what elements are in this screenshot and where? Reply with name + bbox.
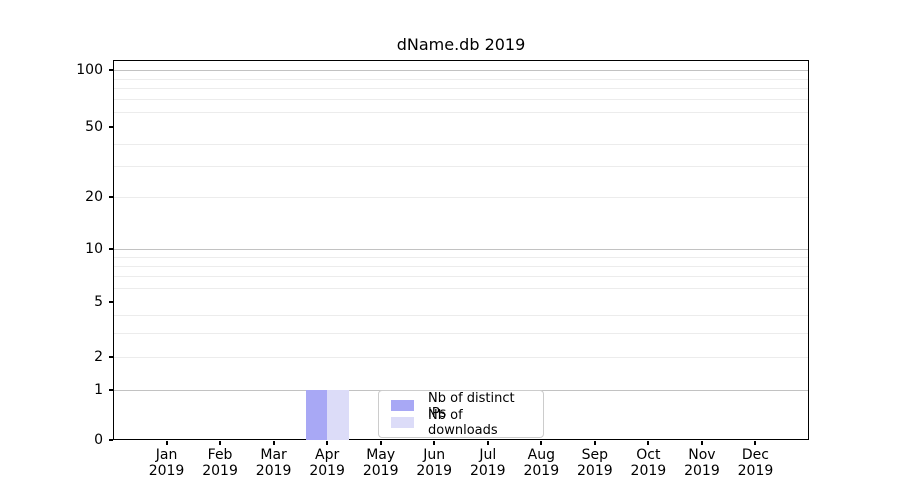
bar-nb-of-distinct-ips-apr-2019: [305, 390, 328, 440]
x-tick-label: Jul 2019: [469, 447, 506, 479]
gridline-minor: [114, 78, 808, 80]
chart-title: dName.db 2019: [396, 35, 526, 54]
y-tick-label: 50: [85, 119, 103, 135]
x-tick-label: Sep 2019: [577, 447, 613, 479]
x-tick-label: May 2019: [362, 447, 399, 479]
legend: Nb of distinct IPs Nb of downloads: [378, 390, 544, 438]
x-tick-mark: [165, 441, 168, 445]
x-tick-mark: [272, 441, 275, 445]
x-tick-label: Nov 2019: [684, 447, 720, 479]
x-tick-label: Oct 2019: [630, 447, 667, 479]
y-tick-label: 10: [85, 241, 103, 257]
gridline-minor: [114, 112, 808, 113]
y-tick-label: 5: [94, 294, 103, 310]
x-tick-mark: [754, 441, 757, 445]
y-tick-label: 100: [76, 62, 103, 78]
y-tick-mark: [109, 301, 113, 303]
gridline-minor: [114, 288, 808, 290]
x-tick-mark: [700, 441, 703, 445]
y-tick-label: 20: [85, 189, 103, 205]
legend-label: Nb of downloads: [428, 407, 498, 438]
bar-nb-of-downloads-apr-2019: [327, 390, 349, 440]
gridline-minor: [114, 332, 808, 334]
x-tick-mark: [379, 441, 382, 445]
gridline-minor: [114, 266, 808, 268]
y-tick-mark: [109, 439, 113, 441]
legend-swatch-nb-of-distinct-ips: [391, 400, 414, 411]
y-tick-mark: [109, 69, 113, 71]
y-tick-label: 2: [94, 349, 103, 365]
y-tick-mark: [109, 356, 113, 358]
x-tick-mark: [219, 441, 222, 445]
x-tick-mark: [486, 441, 489, 445]
gridline-minor: [114, 315, 808, 317]
y-tick-mark: [109, 196, 113, 198]
x-tick-label: Apr 2019: [309, 447, 345, 479]
legend-label: Nb of distinct IPs: [428, 390, 515, 421]
y-tick-mark: [109, 389, 113, 391]
legend-swatch-nb-of-downloads: [391, 417, 414, 428]
x-tick-label: Jun 2019: [416, 447, 453, 479]
x-tick-label: Dec 2019: [737, 447, 774, 479]
y-tick-mark: [109, 126, 113, 128]
x-tick-mark: [326, 441, 329, 445]
legend-item: Nb of downloads: [387, 408, 535, 438]
plot-area: [113, 60, 809, 440]
gridline-minor: [114, 166, 808, 168]
gridline-minor: [114, 276, 808, 278]
gridline-minor: [114, 144, 808, 146]
x-tick-label: Mar 2019: [255, 447, 292, 479]
y-tick-mark: [109, 248, 113, 250]
gridline-minor: [114, 197, 808, 198]
gridline-major: [114, 249, 808, 250]
y-tick-label: 1: [94, 382, 103, 398]
x-tick-label: Feb 2019: [202, 447, 238, 479]
gridline-minor: [114, 357, 808, 358]
x-tick-mark: [540, 441, 543, 445]
x-tick-label: Aug 2019: [523, 447, 560, 479]
x-tick-mark: [593, 441, 596, 445]
y-tick-label: 0: [94, 432, 103, 448]
x-tick-mark: [647, 441, 650, 445]
x-tick-mark: [433, 441, 436, 445]
x-tick-label: Jan 2019: [148, 447, 185, 479]
gridline-minor: [114, 88, 808, 90]
gridline-minor: [114, 257, 808, 259]
legend-item: Nb of distinct IPs: [387, 391, 535, 421]
gridline-major: [114, 70, 808, 71]
gridline-minor: [114, 99, 808, 101]
